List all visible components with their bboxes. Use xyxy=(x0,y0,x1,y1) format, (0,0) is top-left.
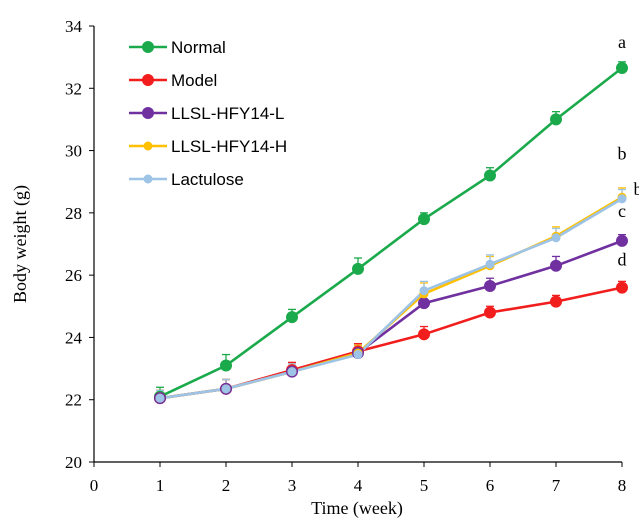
legend-marker-normal xyxy=(142,41,154,53)
series-line-lactulose xyxy=(159,197,623,400)
y-axis-title: Body weight (g) xyxy=(10,185,31,303)
legend-marker-llsl-hfy14-l xyxy=(142,107,154,119)
legend-marker-lactulose xyxy=(143,174,153,184)
data-point-lactulose xyxy=(287,367,297,377)
legend: Normal Model LLSL-HFY14-L LLSL-HFY14-H Lactu… xyxy=(129,38,287,189)
data-point-normal xyxy=(418,213,430,226)
series-line-normal xyxy=(159,66,623,398)
significance-label-model: d xyxy=(618,250,627,270)
data-point-normal xyxy=(550,113,562,126)
y-tick-label: 20 xyxy=(65,453,82,472)
y-tick-label: 30 xyxy=(65,142,82,161)
legend-marker-llsl-hfy14-h xyxy=(143,141,153,151)
legend-marker-model xyxy=(142,74,154,86)
data-point-llsl-hfy14-l xyxy=(616,234,628,247)
legend-label-llsl-hfy14-l: LLSL-HFY14-L xyxy=(171,104,284,123)
data-point-model xyxy=(550,295,562,308)
data-point-model xyxy=(484,306,496,319)
data-point-llsl-hfy14-l xyxy=(418,297,430,310)
data-point-llsl-hfy14-l xyxy=(484,280,496,293)
data-markers xyxy=(154,62,628,405)
x-tick-label: 7 xyxy=(552,476,561,495)
significance-label-llsl-hfy14-l: c xyxy=(618,201,626,221)
significance-label-normal: a xyxy=(618,32,626,52)
data-point-model xyxy=(418,328,430,341)
x-tick-label: 5 xyxy=(420,476,429,495)
legend-label-lactulose: Lactulose xyxy=(171,170,244,189)
y-tick-label: 32 xyxy=(65,79,82,98)
data-point-normal xyxy=(484,169,496,182)
data-point-llsl-hfy14-l xyxy=(550,259,562,272)
data-point-model xyxy=(616,281,628,294)
data-point-normal xyxy=(616,62,628,75)
data-point-normal xyxy=(352,262,364,275)
x-tick-label: 6 xyxy=(486,476,495,495)
x-tick-label: 2 xyxy=(222,476,231,495)
y-tick-label: 24 xyxy=(65,328,83,347)
significance-label-lactulose: b xyxy=(634,179,639,199)
legend-label-llsl-hfy14-h: LLSL-HFY14-H xyxy=(171,137,287,156)
data-point-lactulose xyxy=(353,350,363,360)
y-tick-label: 28 xyxy=(65,204,82,223)
data-point-lactulose xyxy=(617,194,627,204)
data-point-lactulose xyxy=(221,384,231,394)
legend-label-normal: Normal xyxy=(171,38,226,57)
x-tick-label: 1 xyxy=(156,476,165,495)
data-point-lactulose xyxy=(551,233,561,243)
y-tick-label: 22 xyxy=(65,391,82,410)
data-point-lactulose xyxy=(155,393,165,403)
x-tick-label: 0 xyxy=(90,476,99,495)
x-tick-label: 4 xyxy=(354,476,363,495)
x-axis-title: Time (week) xyxy=(311,498,403,519)
data-point-lactulose xyxy=(419,286,429,296)
x-tick-label: 8 xyxy=(618,476,627,495)
legend-label-model: Model xyxy=(171,71,217,90)
data-point-normal xyxy=(220,359,232,372)
series-lines xyxy=(159,66,623,400)
data-point-normal xyxy=(286,311,298,324)
y-tick-label: 26 xyxy=(65,266,82,285)
x-tick-label: 3 xyxy=(288,476,297,495)
significance-label-llsl-hfy14-h: b xyxy=(618,143,627,163)
data-point-lactulose xyxy=(485,259,495,269)
y-tick-label: 34 xyxy=(65,17,83,36)
